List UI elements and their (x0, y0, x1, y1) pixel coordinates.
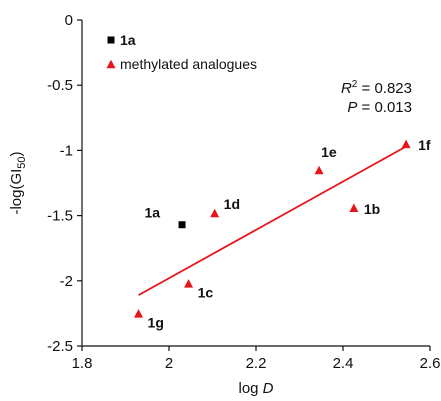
point-label-1e: 1e (321, 144, 337, 160)
point-label-1a: 1a (144, 205, 160, 221)
point-label-1b: 1b (364, 201, 380, 217)
legend-label-1: methylated analogues (120, 56, 257, 72)
data-point-1a (178, 221, 186, 229)
x-tick-label: 2 (165, 355, 173, 372)
y-tick-label: -0.5 (47, 77, 73, 94)
data-points (134, 139, 411, 318)
data-point-1d (210, 208, 220, 218)
data-point-1f (401, 139, 411, 149)
point-labels: 1a 1g 1c 1d 1e 1b 1f (144, 137, 430, 331)
legend-label-0: 1a (120, 32, 136, 48)
point-label-1f: 1f (418, 137, 431, 153)
y-tick-label: 0 (65, 12, 73, 29)
axes: 1.8 2 2.2 2.4 2.6 0 -0.5 -1 -1.5 -2 -2.5 (47, 12, 440, 372)
data-point-1e (314, 165, 324, 175)
x-tick-label: 2.4 (333, 355, 354, 372)
y-tick-label: -2 (60, 273, 73, 290)
x-axis-title: log D (238, 380, 273, 397)
legend-marker-1 (106, 59, 116, 69)
x-tick-label: 2.2 (246, 355, 267, 372)
point-label-1d: 1d (224, 196, 240, 212)
legend-marker-0 (107, 36, 115, 44)
y-axis-title: -log(GI50) (8, 151, 28, 214)
legend: 1a methylated analogues (106, 32, 257, 72)
trendline (138, 145, 407, 296)
data-point-1b (349, 203, 359, 213)
y-tick-label: -2.5 (47, 338, 73, 355)
y-tick-label: -1.5 (47, 208, 73, 225)
p-value-label: P = 0.013 (347, 99, 412, 116)
data-point-1g (134, 309, 144, 318)
point-label-1g: 1g (148, 314, 164, 330)
point-label-1c: 1c (198, 284, 214, 300)
regression-stats: R2 = 0.823 P = 0.013 (341, 79, 412, 116)
x-tick-label: 2.6 (420, 355, 441, 372)
y-ticks: 0 -0.5 -1 -1.5 -2 -2.5 (47, 12, 82, 355)
y-tick-label: -1 (60, 142, 73, 159)
x-tick-label: 1.8 (72, 355, 93, 372)
x-ticks: 1.8 2 2.2 2.4 2.6 (72, 346, 441, 372)
data-point-1c (184, 279, 194, 288)
r-squared-label: R2 = 0.823 (341, 79, 412, 97)
